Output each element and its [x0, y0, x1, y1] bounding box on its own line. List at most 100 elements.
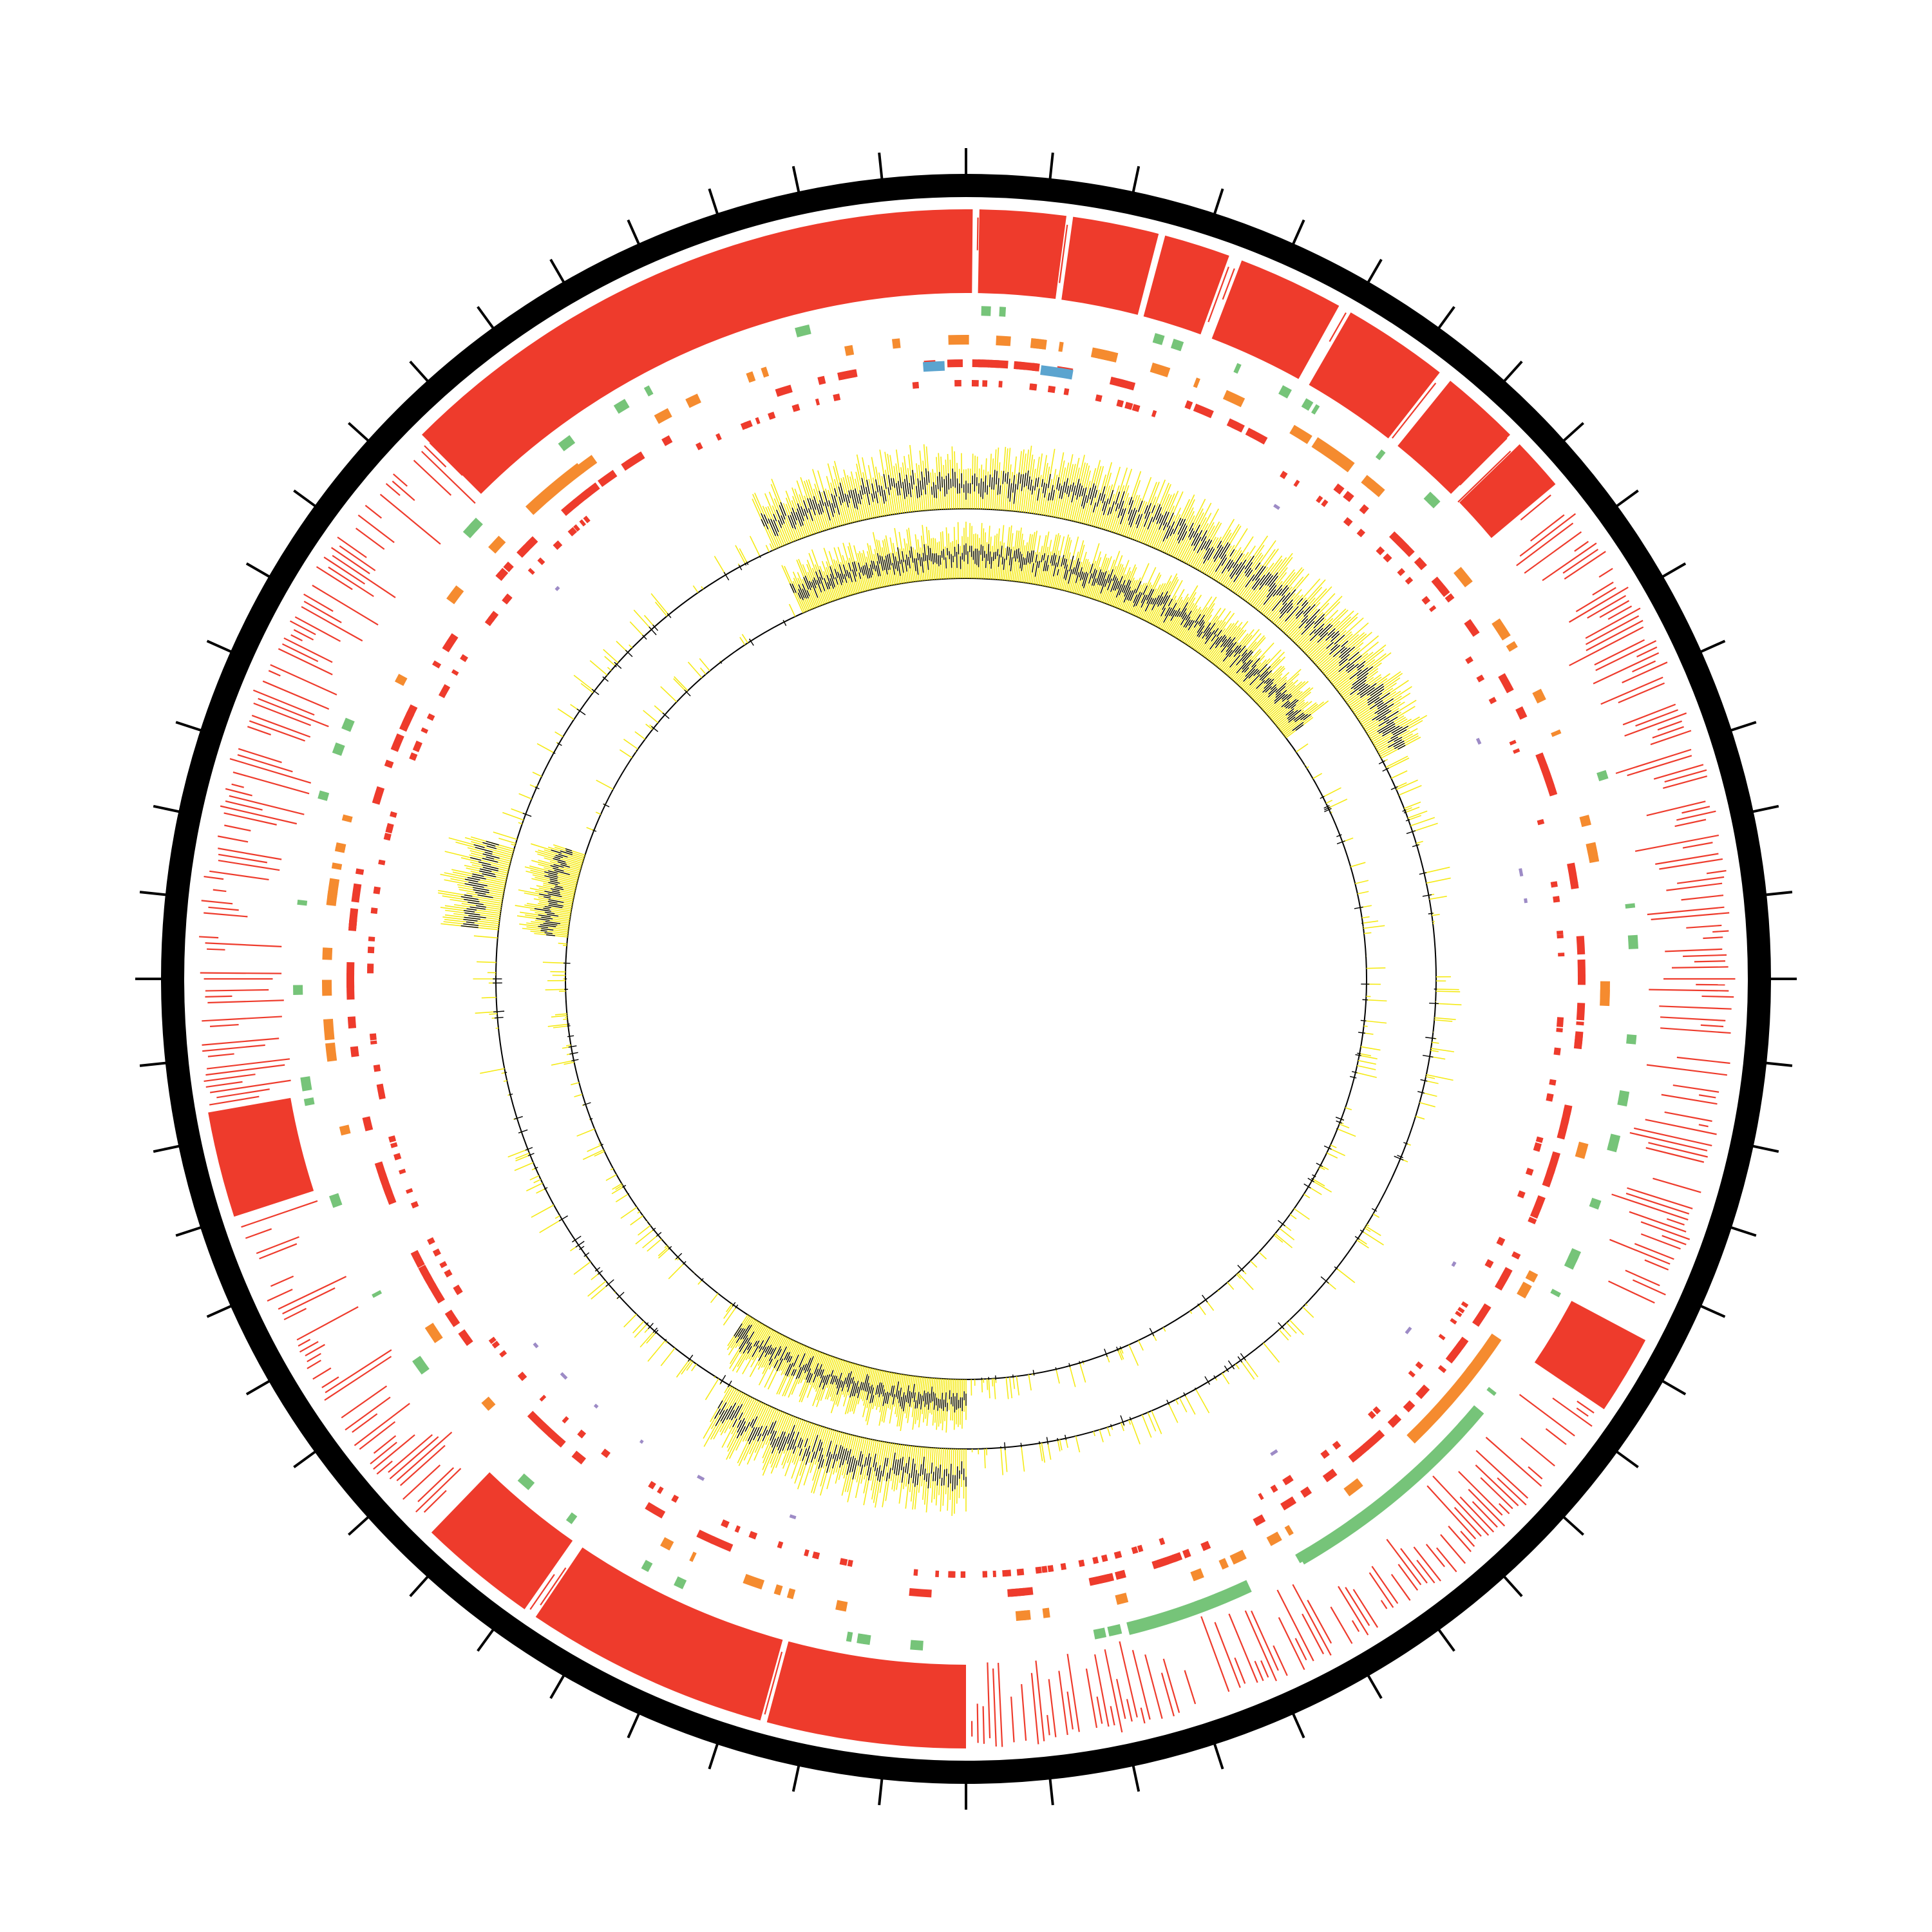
skew-positive-bar [676, 1359, 690, 1378]
skew-negative-bar [767, 1422, 774, 1436]
red-feature [1343, 491, 1354, 502]
skew-negative-bar [1354, 679, 1367, 690]
skew-negative-bar [873, 1454, 876, 1468]
skew-positive-bar [647, 1238, 662, 1252]
skew-negative-bar [548, 882, 558, 886]
skew-negative-bar [833, 495, 840, 515]
skew-negative-bar [1326, 641, 1334, 649]
red-feature-dot [1029, 383, 1036, 391]
skew-negative-bar [819, 1375, 824, 1388]
red-feature [1515, 706, 1528, 720]
skew-positive-bar [619, 749, 632, 759]
skew-negative-bar [1338, 654, 1350, 664]
skew-negative-bar [770, 1348, 774, 1355]
skew-negative-bar [887, 487, 890, 495]
skew-negative-bar [464, 912, 480, 916]
skew-negative-bar [892, 563, 896, 575]
red-feature-dot [948, 1571, 956, 1578]
gene-line [1611, 1193, 1689, 1221]
skew-negative-bar [1293, 712, 1304, 721]
skew-negative-bar [901, 1392, 905, 1409]
red-feature [346, 961, 355, 983]
red-feature-dot [367, 963, 374, 968]
skew-negative-bar [1227, 562, 1235, 572]
skew-negative-bar [1185, 620, 1191, 628]
skew-negative-bar [1352, 1071, 1358, 1074]
skew-negative-bar [1229, 564, 1238, 577]
red-feature-dot [954, 380, 961, 387]
skew-negative-bar [1159, 515, 1164, 524]
red-feature-dot [793, 404, 800, 412]
gene-line [1096, 1696, 1103, 1724]
red-feature-dot [1405, 576, 1414, 585]
skew-negative-bar [836, 1444, 842, 1462]
skew-positive-bar [1312, 773, 1323, 779]
skew-negative-bar [1133, 591, 1141, 607]
skew-negative-bar [866, 479, 870, 495]
gene-line [1706, 869, 1727, 875]
gene-line [1585, 607, 1641, 639]
gene-line [1657, 720, 1682, 731]
skew-negative-bar [1312, 1174, 1316, 1177]
skew-negative-bar [473, 844, 485, 848]
skew-negative-bar [547, 870, 558, 874]
gene-line [218, 860, 280, 871]
tick-mark [1615, 489, 1639, 508]
skew-positive-bar [557, 708, 574, 720]
skew-negative-bar [1265, 678, 1272, 685]
orange-feature [743, 1573, 765, 1590]
skew-negative-bar [668, 1245, 672, 1250]
skew-negative-bar [845, 1450, 849, 1461]
skew-negative-bar [546, 934, 556, 936]
skew-negative-bar [910, 546, 914, 563]
orange-feature [1525, 1270, 1539, 1283]
skew-negative-bar [762, 1426, 768, 1437]
skew-positive-bar [1362, 1231, 1384, 1245]
skew-positive-bar [1419, 1102, 1435, 1108]
skew-positive-bar [1075, 1435, 1081, 1453]
red-feature-dot [913, 1569, 918, 1576]
skew-negative-bar [875, 1385, 878, 1396]
skew-negative-bar [1242, 650, 1252, 662]
skew-negative-bar [1128, 507, 1136, 526]
green-feature [858, 1633, 867, 1645]
skew-positive-bar [1312, 1179, 1325, 1187]
skew-negative-bar [816, 580, 822, 592]
orange-feature [1586, 842, 1600, 864]
skew-negative-bar [861, 478, 866, 495]
skew-negative-bar [553, 752, 556, 754]
skew-negative-bar [956, 1392, 958, 1410]
skew-negative-bar [1314, 614, 1325, 625]
skew-negative-bar [1287, 710, 1298, 719]
skew-negative-bar [1197, 536, 1207, 554]
skew-positive-bar [1364, 1020, 1387, 1024]
gene-line [1475, 1450, 1529, 1499]
tick-mark [153, 804, 180, 813]
skew-negative-bar [875, 491, 878, 504]
gene-line [1468, 1488, 1506, 1527]
skew-negative-bar [1147, 516, 1153, 530]
skew-negative-bar [1149, 1328, 1155, 1336]
skew-negative-bar [1259, 572, 1270, 586]
skew-negative-bar [1261, 670, 1273, 681]
gene-line [1260, 1660, 1269, 1678]
gene-line [278, 648, 333, 676]
skew-negative-bar [1175, 608, 1180, 617]
gene-line [1645, 1147, 1705, 1163]
feature-block [1459, 444, 1556, 538]
skew-negative-bar [835, 1378, 838, 1385]
gene-line [376, 1460, 393, 1475]
skew-positive-bar [654, 601, 668, 617]
skew-positive-bar [1410, 817, 1435, 827]
skew-positive-bar [650, 593, 669, 616]
skew-negative-bar [701, 1278, 704, 1282]
skew-negative-bar [990, 556, 992, 569]
skew-negative-bar [1336, 1120, 1342, 1124]
skew-negative-bar [732, 1419, 737, 1428]
skew-negative-bar [798, 589, 804, 601]
red-feature-dot [1320, 1449, 1330, 1459]
skew-positive-bar [607, 667, 612, 671]
skew-positive-bar [1424, 866, 1450, 874]
gene-line [225, 800, 263, 811]
skew-positive-bar [1385, 755, 1408, 768]
